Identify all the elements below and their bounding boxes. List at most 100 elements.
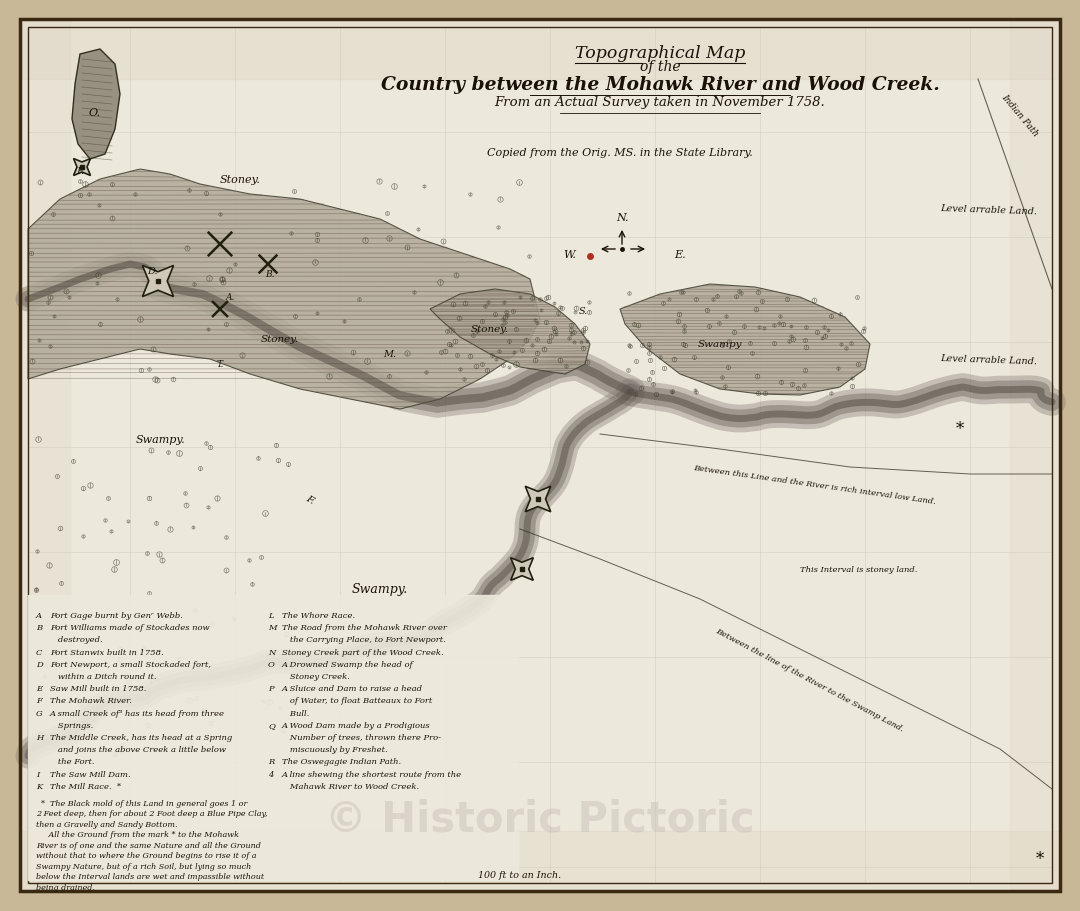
Polygon shape: [72, 50, 120, 159]
Text: Fort Williams made of Stockades now: Fort Williams made of Stockades now: [50, 623, 210, 631]
Polygon shape: [511, 558, 534, 580]
Text: T.: T.: [216, 360, 224, 369]
Text: O.: O.: [89, 107, 102, 118]
Text: C: C: [36, 648, 42, 656]
Text: Stoney.: Stoney.: [471, 325, 509, 334]
Text: W.: W.: [564, 250, 577, 260]
Text: N.: N.: [616, 213, 629, 223]
Text: Indian Path: Indian Path: [1000, 92, 1040, 138]
Text: A Sluice and Dam to raise a head: A Sluice and Dam to raise a head: [282, 684, 423, 692]
Text: and joins the above Creek a little below: and joins the above Creek a little below: [50, 745, 226, 753]
Text: Fort Newport, a small Stockaded fort,: Fort Newport, a small Stockaded fort,: [50, 660, 211, 668]
Text: G: G: [36, 709, 43, 717]
Text: Level arrable Land.: Level arrable Land.: [940, 353, 1037, 366]
Text: Stoney.: Stoney.: [261, 335, 299, 344]
Polygon shape: [525, 486, 551, 512]
Text: Saw Mill built in 1758.: Saw Mill built in 1758.: [50, 684, 147, 692]
Text: B.: B.: [266, 271, 274, 279]
Text: A Drowned Swamp the head of: A Drowned Swamp the head of: [282, 660, 414, 668]
Text: B: B: [36, 623, 42, 631]
Text: 100 ft to an Inch.: 100 ft to an Inch.: [478, 871, 562, 879]
Text: The Mohawk River.: The Mohawk River.: [50, 697, 132, 704]
Text: M.: M.: [383, 350, 396, 359]
Text: P.: P.: [76, 168, 84, 177]
Bar: [28, 596, 518, 880]
Polygon shape: [28, 170, 540, 410]
Text: N: N: [268, 648, 275, 656]
Text: Bull.: Bull.: [282, 709, 309, 717]
Text: © Historic Pictoric: © Historic Pictoric: [325, 798, 755, 840]
Text: *: *: [956, 421, 964, 438]
Text: P: P: [268, 684, 273, 692]
Text: K: K: [36, 782, 42, 790]
Text: R: R: [268, 758, 274, 765]
Text: Swampy: Swampy: [698, 340, 742, 349]
Text: 4: 4: [268, 770, 273, 778]
Text: without that to where the Ground begins to rise it of a: without that to where the Ground begins …: [36, 852, 257, 860]
Text: Stoney.: Stoney.: [219, 175, 260, 185]
Text: A line shewing the shortest route from the: A line shewing the shortest route from t…: [282, 770, 462, 778]
Text: O: O: [268, 660, 275, 668]
Text: of the: of the: [639, 60, 680, 74]
Text: The Middle Creek, has its head at a Spring: The Middle Creek, has its head at a Spri…: [50, 733, 232, 742]
Text: E: E: [36, 684, 42, 692]
Text: M: M: [268, 623, 276, 631]
Text: F.: F.: [305, 494, 315, 506]
Text: L: L: [268, 611, 273, 619]
Bar: [21, 20, 70, 891]
Bar: [21, 831, 1059, 891]
Text: Fort Gage burnt by Genʳ Webb.: Fort Gage burnt by Genʳ Webb.: [50, 611, 183, 619]
Text: A: A: [36, 611, 42, 619]
Text: D.: D.: [147, 267, 158, 276]
Text: within a Ditch round it.: within a Ditch round it.: [50, 672, 157, 681]
Text: Swampy Nature, but of a rich Soil, but lying so much: Swampy Nature, but of a rich Soil, but l…: [36, 862, 252, 870]
Text: Swampy.: Swampy.: [352, 583, 408, 596]
Text: being drained.: being drained.: [36, 883, 95, 891]
Text: A small Creek of³ has its head from three: A small Creek of³ has its head from thre…: [50, 709, 225, 717]
Text: D: D: [36, 660, 43, 668]
Text: Copied from the Orig. MS. in the State Library.: Copied from the Orig. MS. in the State L…: [487, 148, 753, 158]
Bar: [1010, 20, 1059, 891]
Text: Country between the Mohawk River and Wood Creek.: Country between the Mohawk River and Woo…: [380, 76, 940, 94]
Polygon shape: [73, 159, 91, 177]
Text: The Mill Race.  *: The Mill Race. *: [50, 782, 121, 790]
Text: All the Ground from the mark * to the Mohawk: All the Ground from the mark * to the Mo…: [36, 831, 239, 839]
Text: F: F: [36, 697, 42, 704]
Text: The Road from the Mohawk River over: The Road from the Mohawk River over: [282, 623, 447, 631]
Text: 2 Feet deep, then for about 2 Foot deep a Blue Pipe Clay,: 2 Feet deep, then for about 2 Foot deep …: [36, 810, 268, 817]
Text: E.: E.: [674, 250, 686, 260]
Text: of Water, to float Batteaux to Fort: of Water, to float Batteaux to Fort: [282, 697, 432, 704]
Text: Between the line of the River to the Swamp Land.: Between the line of the River to the Swa…: [715, 626, 905, 732]
Text: Swampy.: Swampy.: [135, 435, 185, 445]
Text: Springs.: Springs.: [50, 721, 93, 729]
Text: below the Interval lands are wet and impassible without: below the Interval lands are wet and imp…: [36, 873, 265, 881]
Text: River is of one and the same Nature and all the Ground: River is of one and the same Nature and …: [36, 841, 261, 849]
Text: Fort Stanwix built in 1758.: Fort Stanwix built in 1758.: [50, 648, 164, 656]
Text: Stoney Creek part of the Wood Creek.: Stoney Creek part of the Wood Creek.: [282, 648, 444, 656]
Text: Between this Line and the River is rich interval low Land.: Between this Line and the River is rich …: [693, 464, 936, 506]
Text: Q: Q: [268, 721, 275, 729]
Text: miscuously by Freshet.: miscuously by Freshet.: [282, 745, 388, 753]
Text: Topographical Map: Topographical Map: [575, 45, 745, 62]
Text: Level arrable Land.: Level arrable Land.: [940, 203, 1037, 216]
Text: This Interval is stoney land.: This Interval is stoney land.: [800, 566, 917, 573]
Text: S.: S.: [578, 307, 588, 316]
Polygon shape: [620, 284, 870, 395]
Text: The Whore Race.: The Whore Race.: [282, 611, 355, 619]
Text: the Carrying Place, to Fort Newport.: the Carrying Place, to Fort Newport.: [282, 636, 446, 644]
Text: The Saw Mill Dam.: The Saw Mill Dam.: [50, 770, 131, 778]
Bar: [21, 20, 1059, 80]
Text: Stoney Creek.: Stoney Creek.: [282, 672, 350, 681]
Text: H: H: [36, 733, 43, 742]
Polygon shape: [143, 266, 174, 297]
Text: then a Gravelly and Sandy Bottom.: then a Gravelly and Sandy Bottom.: [36, 820, 177, 828]
Text: the Fort.: the Fort.: [50, 758, 95, 765]
Text: A.: A.: [226, 293, 234, 302]
Text: destroyed.: destroyed.: [50, 636, 103, 644]
Text: A Wood Dam made by a Prodigious: A Wood Dam made by a Prodigious: [282, 721, 431, 729]
Text: The Oswegagie Indian Path.: The Oswegagie Indian Path.: [282, 758, 401, 765]
Polygon shape: [430, 290, 590, 374]
Text: *: *: [1036, 851, 1044, 867]
Text: From an Actual Survey taken in November 1758.: From an Actual Survey taken in November …: [495, 96, 825, 109]
Text: Number of trees, thrown there Pro-: Number of trees, thrown there Pro-: [282, 733, 441, 742]
